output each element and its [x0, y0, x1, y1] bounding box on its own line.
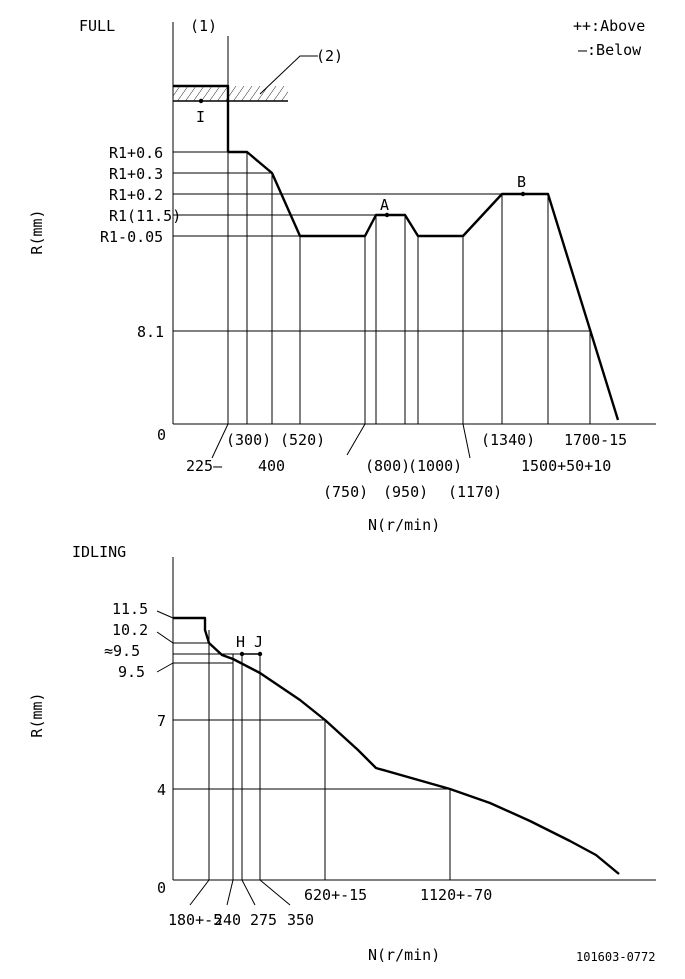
idling-ytick-approx95: ≈9.5	[104, 642, 140, 660]
diagram-code: 101603-0772	[576, 950, 655, 964]
full-ytick-81: 8.1	[137, 323, 164, 341]
label-H: H	[236, 633, 245, 651]
legend-below: —:Below	[578, 41, 642, 59]
full-xtick-225: 225—	[186, 457, 223, 475]
point-H	[239, 651, 245, 657]
full-leader-750	[346, 423, 366, 456]
marker-2-leader	[259, 55, 318, 95]
marker-2-label: (2)	[316, 47, 343, 65]
full-y-axis-label: R(mm)	[28, 209, 46, 254]
idling-xtick-240: 240	[214, 911, 241, 929]
marker-1-label: (1)	[190, 17, 217, 35]
full-xtick-1000: (1000)	[408, 457, 462, 475]
full-chart: FULL (1) ++:Above —:Below (2) I	[28, 17, 656, 534]
full-leader-225	[211, 423, 229, 459]
idling-ytick-4: 4	[157, 781, 166, 799]
label-B: B	[517, 173, 526, 191]
idling-leader-102	[156, 631, 174, 644]
idling-leader-180	[189, 879, 210, 906]
label-J: J	[254, 633, 263, 651]
full-xtick-950: (950)	[383, 483, 428, 501]
idling-leader-350	[259, 879, 291, 906]
idling-curve	[173, 616, 620, 875]
full-xtick-800: (800)	[365, 457, 410, 475]
idling-xtick-620: 620+-15	[304, 886, 367, 904]
idling-chart: IDLING H J 11.5 10.2 ≈9.5 9.5 7 4	[28, 543, 656, 964]
full-ytick-r1m005: R1-0.05	[100, 228, 163, 246]
full-ytick-0: 0	[157, 426, 166, 444]
idling-ytick-115: 11.5	[112, 600, 148, 618]
legend-above: ++:Above	[573, 17, 645, 35]
point-A	[384, 212, 390, 218]
stopper-hatch	[173, 86, 288, 101]
full-xtick-1500: 1500+50+10	[521, 457, 611, 475]
full-xtick-1340: (1340)	[481, 431, 535, 449]
idling-x-axis-label: N(r/min)	[368, 946, 440, 964]
idling-ytick-95: 9.5	[118, 663, 145, 681]
idling-xtick-350: 350	[287, 911, 314, 929]
full-xtick-1170: (1170)	[448, 483, 502, 501]
full-stopper-path	[173, 84, 230, 152]
idling-ytick-0: 0	[157, 879, 166, 897]
idling-leader-95	[156, 662, 174, 673]
full-xtick-750: (750)	[323, 483, 368, 501]
idling-xtick-180: 180+-5	[168, 911, 222, 929]
point-I	[198, 98, 204, 104]
full-xtick-1700: 1700-15	[564, 431, 627, 449]
full-leader-1170	[462, 423, 471, 459]
idling-ytick-7: 7	[157, 712, 166, 730]
full-curve	[228, 150, 620, 421]
idling-y-axis-label: R(mm)	[28, 692, 46, 737]
full-xtick-300: (300)	[226, 431, 271, 449]
idling-ytick-102: 10.2	[112, 621, 148, 639]
full-title: FULL	[79, 17, 115, 35]
full-xtick-400: 400	[258, 457, 285, 475]
full-xtick-520: (520)	[280, 431, 325, 449]
idling-xtick-1120: 1120+-70	[420, 886, 492, 904]
full-ytick-r1p06: R1+0.6	[109, 144, 163, 162]
label-A: A	[380, 196, 389, 214]
idling-xtick-275: 275	[250, 911, 277, 929]
idling-leader-115	[156, 610, 174, 619]
point-B	[520, 191, 526, 197]
idling-leader-240	[226, 879, 234, 906]
full-ytick-r1p03: R1+0.3	[109, 165, 163, 183]
label-I: I	[196, 108, 205, 126]
point-J	[257, 651, 263, 657]
full-ytick-r1: R1(11.5)	[109, 207, 181, 225]
full-ytick-r1p02: R1+0.2	[109, 186, 163, 204]
idling-leader-275	[241, 879, 256, 906]
idling-title: IDLING	[72, 543, 126, 561]
full-x-axis-label: N(r/min)	[368, 516, 440, 534]
